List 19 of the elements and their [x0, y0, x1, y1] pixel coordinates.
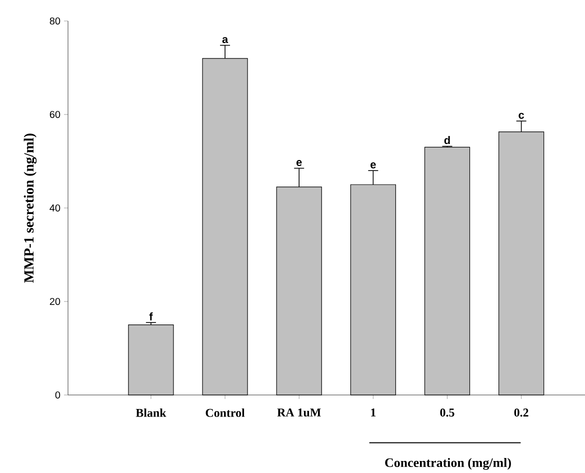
x-tick-label: Control: [206, 408, 245, 417]
y-axis-title: MMP-1 secretion (ng/ml): [24, 134, 37, 283]
x-tick-label: 1: [371, 408, 376, 416]
x-tick-label: 0.2: [514, 408, 528, 417]
x-tick-label: Blank: [136, 408, 166, 417]
y-tick-label: 40: [50, 204, 60, 212]
annotation: f: [149, 312, 153, 320]
x-tick-label: RA 1uM: [277, 408, 321, 417]
x-tick-label: 0.5: [440, 408, 454, 417]
y-tick-label: 80: [50, 17, 60, 25]
annotation: a: [222, 37, 228, 44]
annotation: d: [444, 136, 450, 144]
annotation: c: [518, 112, 524, 119]
y-tick-label: 60: [50, 110, 60, 118]
y-tick-label: 20: [50, 298, 60, 306]
x-axis-title: Concentration (mg/ml): [385, 458, 511, 470]
y-tick-label: 0: [55, 391, 60, 399]
annotation: e: [370, 162, 376, 168]
annotation: e: [296, 160, 302, 166]
